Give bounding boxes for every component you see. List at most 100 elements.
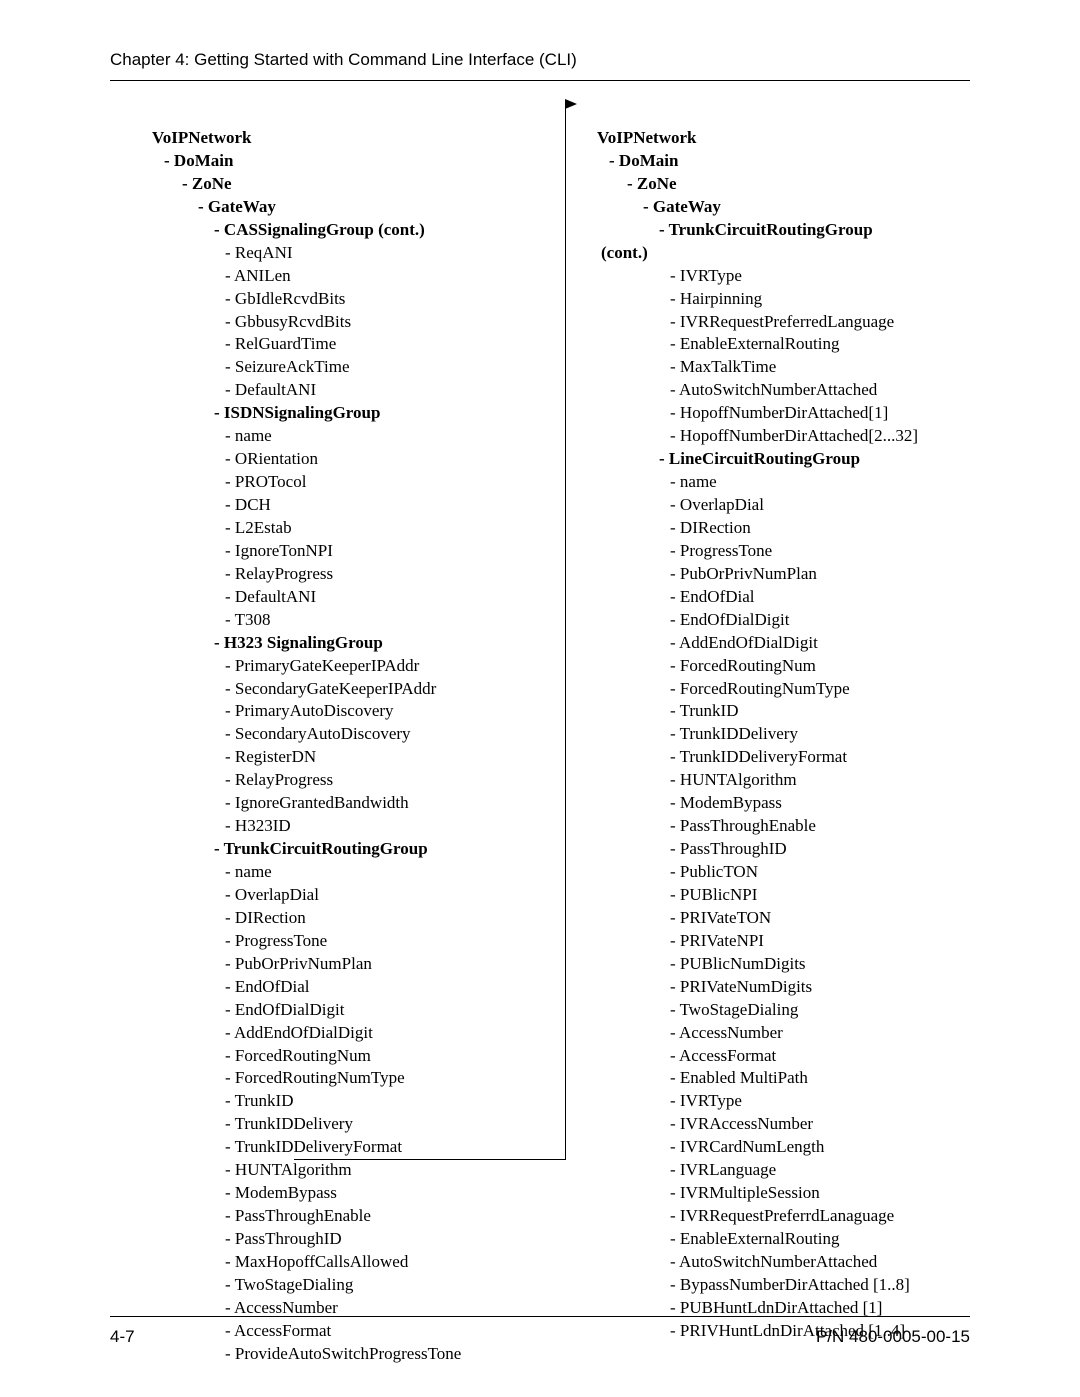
left_col-line: - DoMain <box>110 150 525 173</box>
right_col-line: - TrunkCircuitRoutingGroup <box>555 219 970 242</box>
right_col-line: VoIPNetwork <box>555 127 970 150</box>
chapter-header: Chapter 4: Getting Started with Command … <box>110 50 970 81</box>
right_col-line: - PUBlicNumDigits <box>555 953 970 976</box>
left_col-line: - PrimaryGateKeeperIPAddr <box>110 655 525 678</box>
left_col-line: - TrunkCircuitRoutingGroup <box>110 838 525 861</box>
right_col-line: - IVRRequestPreferrdLanaguage <box>555 1205 970 1228</box>
right_col-line: - IVRType <box>555 265 970 288</box>
right_col-line: - IVRMultipleSession <box>555 1182 970 1205</box>
left_col-line: - ForcedRoutingNum <box>110 1045 525 1068</box>
right_col-line: - LineCircuitRoutingGroup <box>555 448 970 471</box>
right_col-line: - EndOfDialDigit <box>555 609 970 632</box>
left_col-line: - PROTocol <box>110 471 525 494</box>
right_col-line: - PassThroughID <box>555 838 970 861</box>
right_col-line: - ModemBypass <box>555 792 970 815</box>
right_col-line: - ProgressTone <box>555 540 970 563</box>
left_col-line: - name <box>110 425 525 448</box>
left_col-line: - ISDNSignalingGroup <box>110 402 525 425</box>
left_col-line: - SecondaryAutoDiscovery <box>110 723 525 746</box>
right_col-line: - IVRRequestPreferredLanguage <box>555 311 970 334</box>
left_col-line: - H323ID <box>110 815 525 838</box>
right_col-line: - AutoSwitchNumberAttached <box>555 1251 970 1274</box>
right_col-line: - IVRLanguage <box>555 1159 970 1182</box>
left_col-line: - SecondaryGateKeeperIPAddr <box>110 678 525 701</box>
right_col-line: - HUNTAlgorithm <box>555 769 970 792</box>
right_col-line: - DIRection <box>555 517 970 540</box>
left_col-line: - TwoStageDialing <box>110 1274 525 1297</box>
left_col-line: - RelayProgress <box>110 563 525 586</box>
left_col-line: - DefaultANI <box>110 586 525 609</box>
left_col-line: - PubOrPrivNumPlan <box>110 953 525 976</box>
right_col-line: - PublicTON <box>555 861 970 884</box>
left_col-line: - PassThroughID <box>110 1228 525 1251</box>
right_col-line: - ForcedRoutingNumType <box>555 678 970 701</box>
part-number: P/N 480-0005-00-15 <box>816 1327 970 1347</box>
left_col-line: - RelGuardTime <box>110 333 525 356</box>
left_col-line: - TrunkID <box>110 1090 525 1113</box>
right_col-line: - ZoNe <box>555 173 970 196</box>
left_col-line: - GbIdleRcvdBits <box>110 288 525 311</box>
right_col-line: - PRIVateNPI <box>555 930 970 953</box>
right_col-line: - PRIVateNumDigits <box>555 976 970 999</box>
right_col-line: - EnableExternalRouting <box>555 1228 970 1251</box>
left_col-line: - GbbusyRcvdBits <box>110 311 525 334</box>
right_col-line: - GateWay <box>555 196 970 219</box>
right_col-line: - IVRCardNumLength <box>555 1136 970 1159</box>
left_col-line: - ModemBypass <box>110 1182 525 1205</box>
left_col-line: - ReqANI <box>110 242 525 265</box>
right_col-line: - HopoffNumberDirAttached[2...32] <box>555 425 970 448</box>
left_col-line: - ANILen <box>110 265 525 288</box>
right_col-line: (cont.) <box>555 242 970 265</box>
left_col-line: VoIPNetwork <box>110 127 525 150</box>
left_col-line: - CASSignalingGroup (cont.) <box>110 219 525 242</box>
left_col-line: - ZoNe <box>110 173 525 196</box>
left_col-line: - IgnoreGrantedBandwidth <box>110 792 525 815</box>
page-number: 4-7 <box>110 1327 135 1347</box>
page-footer: 4-7 P/N 480-0005-00-15 <box>110 1316 970 1347</box>
left_col-line: - L2Estab <box>110 517 525 540</box>
continuation-arrow-head-icon <box>565 99 577 109</box>
left_col-line: - H323 SignalingGroup <box>110 632 525 655</box>
left_col-line: - TrunkIDDelivery <box>110 1113 525 1136</box>
left_col-line: - EndOfDial <box>110 976 525 999</box>
left_col-line: - DCH <box>110 494 525 517</box>
left_col-line: - RelayProgress <box>110 769 525 792</box>
right_col-line: - name <box>555 471 970 494</box>
continuation-arrow-v <box>565 104 566 1159</box>
left_col-line: - HUNTAlgorithm <box>110 1159 525 1182</box>
right_col-line: - IVRType <box>555 1090 970 1113</box>
left_col-line: - name <box>110 861 525 884</box>
right_col-line: - PubOrPrivNumPlan <box>555 563 970 586</box>
right_col-line: - TwoStageDialing <box>555 999 970 1022</box>
right_col-line: - MaxTalkTime <box>555 356 970 379</box>
right_col-line: - TrunkID <box>555 700 970 723</box>
left_col-line: - GateWay <box>110 196 525 219</box>
right_col-line: - PassThroughEnable <box>555 815 970 838</box>
right_col-line: - OverlapDial <box>555 494 970 517</box>
right_col-line: - PUBlicNPI <box>555 884 970 907</box>
right_col-line: - IVRAccessNumber <box>555 1113 970 1136</box>
content-columns: VoIPNetwork- DoMain- ZoNe- GateWay- CASS… <box>110 127 970 1366</box>
right_col-line: - AccessFormat <box>555 1045 970 1068</box>
right_col-line: - Enabled MultiPath <box>555 1067 970 1090</box>
left_col-line: - RegisterDN <box>110 746 525 769</box>
right_col-line: - Hairpinning <box>555 288 970 311</box>
right_col-line: - AddEndOfDialDigit <box>555 632 970 655</box>
continuation-arrow-h <box>294 1159 566 1160</box>
right_col-line: - AutoSwitchNumberAttached <box>555 379 970 402</box>
right_col-line: - TrunkIDDelivery <box>555 723 970 746</box>
left_col-line: - ProgressTone <box>110 930 525 953</box>
left_col-line: - T308 <box>110 609 525 632</box>
left_col-line: - DefaultANI <box>110 379 525 402</box>
left_col-line: - PrimaryAutoDiscovery <box>110 700 525 723</box>
right_col-line: - AccessNumber <box>555 1022 970 1045</box>
left_col-line: - SeizureAckTime <box>110 356 525 379</box>
left_col-line: - PassThroughEnable <box>110 1205 525 1228</box>
left_col-line: - OverlapDial <box>110 884 525 907</box>
left_col-line: - AddEndOfDialDigit <box>110 1022 525 1045</box>
left_col-line: - DIRection <box>110 907 525 930</box>
right_col-line: - DoMain <box>555 150 970 173</box>
right_col-line: - HopoffNumberDirAttached[1] <box>555 402 970 425</box>
left-column: VoIPNetwork- DoMain- ZoNe- GateWay- CASS… <box>110 127 525 1366</box>
left_col-line: - TrunkIDDeliveryFormat <box>110 1136 525 1159</box>
